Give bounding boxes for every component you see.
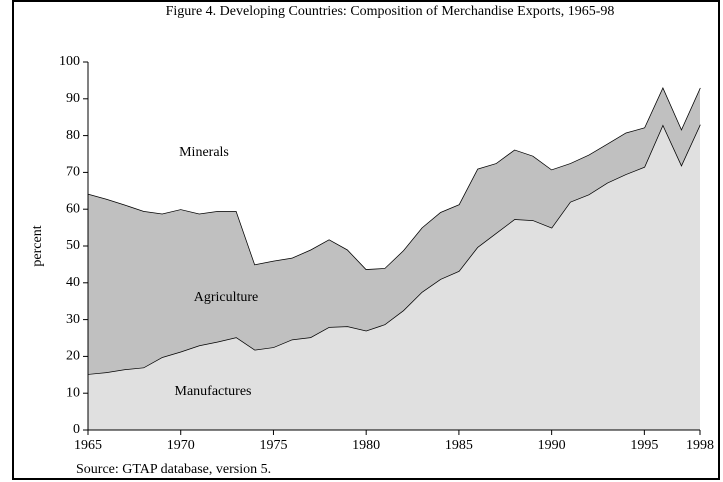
- area: [88, 87, 700, 375]
- y-tick-label: 50: [66, 238, 80, 253]
- y-tick-label: 70: [66, 165, 80, 180]
- x-tick-label: 1995: [630, 438, 658, 453]
- x-tick-label: 1965: [74, 438, 102, 453]
- x-tick-label: 1975: [259, 438, 287, 453]
- series-label: Minerals: [179, 145, 229, 160]
- series-label: Manufactures: [175, 384, 252, 399]
- y-tick-label: 90: [66, 91, 80, 106]
- y-tick-label: 40: [66, 275, 80, 290]
- y-tick-label: 30: [66, 312, 80, 327]
- x-tick-label: 1980: [352, 438, 380, 453]
- area: [88, 124, 700, 430]
- y-tick-label: 60: [66, 201, 80, 216]
- y-tick-label: 0: [73, 422, 80, 437]
- series-label: Agriculture: [194, 290, 259, 305]
- x-tick-label: 1990: [538, 438, 566, 453]
- area: [88, 62, 700, 270]
- y-axis-label: percent: [30, 225, 45, 266]
- x-tick-label: 1985: [445, 438, 473, 453]
- chart-title: Figure 4. Developing Countries: Composit…: [166, 4, 615, 19]
- y-tick-label: 100: [59, 54, 80, 69]
- x-tick-label: 1970: [167, 438, 195, 453]
- source-note: Source: GTAP database, version 5.: [76, 462, 271, 477]
- y-tick-label: 80: [66, 128, 80, 143]
- y-tick-label: 10: [66, 385, 80, 400]
- x-tick-label: 1998: [686, 438, 714, 453]
- y-tick-label: 20: [66, 349, 80, 364]
